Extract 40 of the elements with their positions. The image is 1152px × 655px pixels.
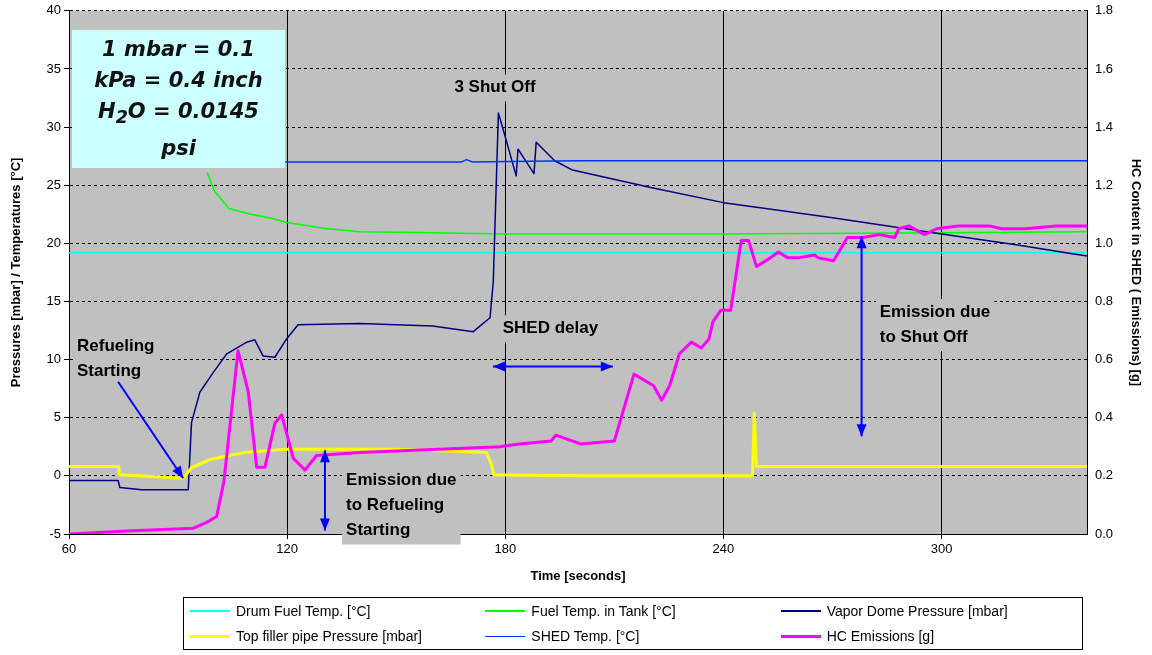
y2-tick-label: 1.6 (1095, 60, 1114, 76)
annotation: 1 mbar = 0.1 kPa = 0.4 inch H$_{2}$O = 0.0145 psi (93, 35, 264, 163)
y2-tick-label: 0.2 (1095, 467, 1114, 483)
y-axis-title: Pressures [mbar] / Temperatures [°C] (8, 157, 24, 388)
y2-tick-label: 1.2 (1095, 176, 1114, 192)
y-tick-label: 40 (46, 2, 61, 18)
x-axis-title: Time [seconds] (530, 567, 626, 583)
y-tick-label: 15 (46, 293, 61, 309)
x-tick-label: 180 (494, 541, 517, 557)
y-tick-label: 0 (53, 467, 61, 483)
legend-label: Drum Fuel Temp. [°C] (236, 602, 371, 619)
y2-tick-label: 0.4 (1095, 409, 1114, 425)
legend-label: HC Emissions [g] (826, 628, 935, 645)
annotation: SHED delay (502, 317, 599, 337)
y-tick-label: 30 (46, 118, 61, 134)
y-tick-label: 25 (46, 176, 61, 192)
y2-tick-label: 1.0 (1095, 234, 1114, 250)
annotation: 3 Shut Off (454, 77, 536, 97)
annotation: Emission due to Shut Off (879, 301, 991, 346)
annotation: Refueling Starting (77, 336, 155, 381)
legend-label: Vapor Dome Pressure [mbar] (826, 602, 1008, 619)
y2-axis-title: HC Content in SHED ( Emissions) [g] (1128, 158, 1144, 387)
y-tick-label: 10 (46, 351, 61, 367)
x-tick-label: 120 (276, 541, 298, 557)
legend-label: SHED Temp. [°C] (531, 628, 640, 645)
y-tick-label: 35 (46, 60, 61, 76)
x-tick-label: 60 (61, 541, 77, 557)
x-tick-label: 300 (930, 541, 953, 557)
annotation: Emission due to Refueling Starting (346, 470, 457, 540)
y2-tick-label: 1.4 (1095, 118, 1114, 134)
y-tick-label: 5 (53, 409, 61, 425)
legend-label: Top filler pipe Pressure [mbar] (236, 628, 422, 645)
legend-label: Fuel Temp. in Tank [°C] (531, 602, 676, 619)
y2-tick-label: 0.6 (1095, 351, 1114, 367)
y-tick-label: 20 (46, 234, 61, 250)
y2-tick-label: 0.0 (1095, 525, 1114, 541)
y2-tick-label: 1.8 (1095, 2, 1114, 18)
x-tick-label: 240 (712, 541, 735, 557)
y2-tick-label: 0.8 (1095, 293, 1114, 309)
y-tick-label: -5 (49, 525, 61, 541)
